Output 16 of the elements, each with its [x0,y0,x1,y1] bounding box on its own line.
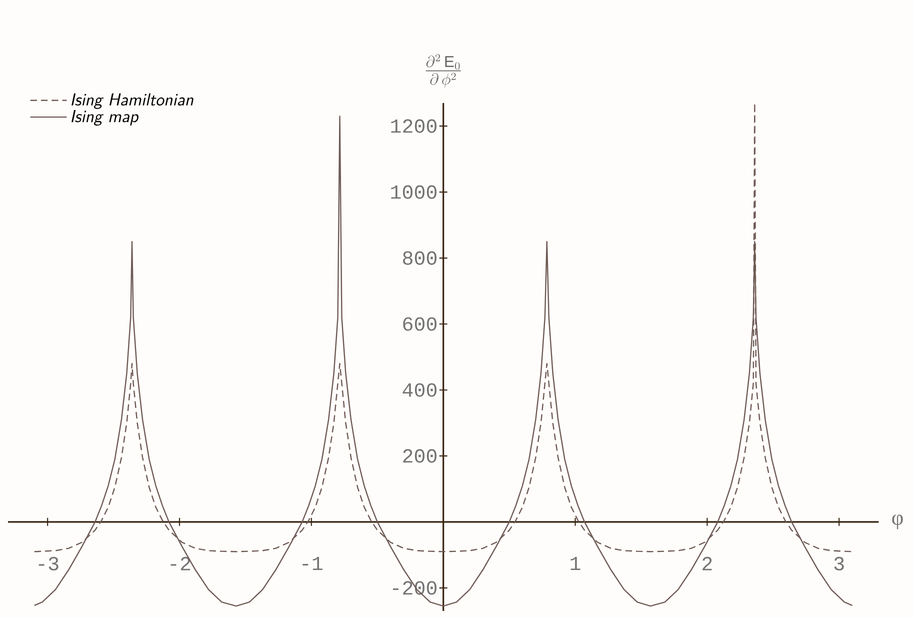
x-tick-label: -1 [302,556,322,570]
x-axis-title: φ [892,514,903,530]
x-tick-label: -3 [38,556,58,570]
y-axis-title: $\frac{\partial^2\,\mathrm{E}_0}{\partial\,\phi^2}$ [426,54,461,88]
y-tick-label: 600 [403,317,436,331]
legend-label: Ising map [72,110,138,126]
x-tick-label: 2 [702,556,712,570]
x-tick-label: -2 [170,556,190,570]
x-tick-label: 1 [570,556,580,570]
legend-label: Ising Hamiltonian [72,93,194,109]
y-tick-label: 400 [402,383,436,397]
y-tick-label: 800 [403,251,436,265]
y-tick-label: 1200 [391,119,436,133]
y-tick-label: 1000 [391,185,436,199]
y-tick-label: 200 [403,449,436,463]
x-tick-label: 3 [834,556,844,570]
